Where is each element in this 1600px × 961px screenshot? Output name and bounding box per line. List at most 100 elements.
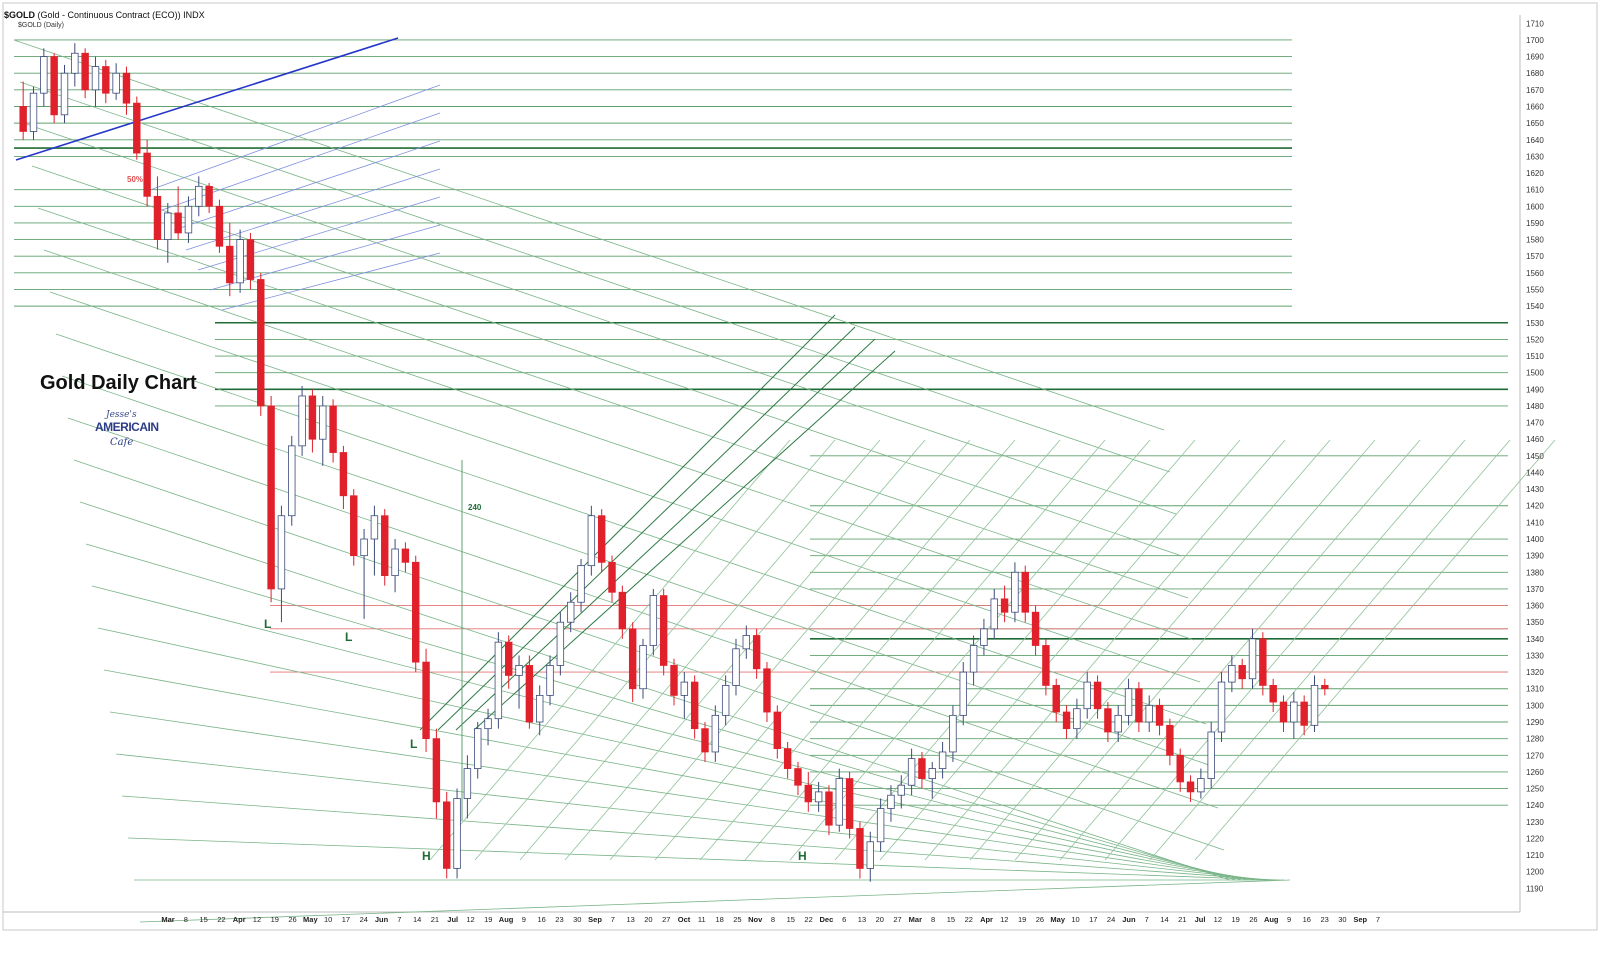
- y-tick-label: 1450: [1526, 452, 1544, 461]
- trend-channel-line: [31, 165, 1183, 557]
- blue-channel-line: [209, 224, 441, 291]
- x-tick-label: 12: [466, 915, 474, 924]
- candle-body: [1145, 704, 1153, 723]
- x-tick-label: Sep: [1353, 915, 1367, 924]
- candle-body: [453, 798, 461, 869]
- trend-channel-line: [91, 585, 1243, 881]
- y-tick-label: 1680: [1526, 69, 1544, 78]
- candle-body: [742, 635, 751, 650]
- cafe-logo: Jesse's AMERICAIN Cafe: [92, 410, 159, 462]
- x-tick-label: 14: [1160, 915, 1168, 924]
- x-tick-label: Apr: [233, 915, 246, 924]
- x-tick-label: 8: [771, 915, 775, 924]
- candle-body: [969, 645, 978, 673]
- blue-trendline: [15, 37, 399, 161]
- x-tick-label: 16: [1303, 915, 1311, 924]
- y-tick-label: 1400: [1526, 535, 1544, 544]
- candle-body: [60, 72, 69, 116]
- y-tick-label: 1430: [1526, 485, 1544, 494]
- candle-body: [164, 212, 172, 240]
- candle-body: [40, 56, 48, 94]
- x-tick-label: 25: [733, 915, 741, 924]
- candle-body: [1093, 681, 1102, 710]
- chart-frame: [2, 2, 1598, 931]
- candle-body: [1135, 688, 1143, 723]
- candle-body: [1124, 688, 1133, 716]
- trend-channel-line: [67, 417, 1219, 809]
- fan-line: [654, 439, 1016, 861]
- candle-body: [959, 671, 967, 716]
- fan-line: [564, 439, 926, 861]
- candle-body: [608, 561, 616, 593]
- y-tick-label: 1700: [1526, 36, 1544, 45]
- x-tick-label: Aug: [1264, 915, 1279, 924]
- y-tick-label: 1220: [1526, 834, 1544, 843]
- x-tick-label: 30: [573, 915, 581, 924]
- candle-body: [329, 405, 337, 453]
- fan-line: [699, 439, 1061, 861]
- symbol-label: $GOLD: [4, 10, 36, 20]
- trend-channel-line: [43, 249, 1195, 641]
- chart-annotation-title: Gold Daily Chart: [40, 372, 197, 394]
- y-tick-label: 1630: [1526, 152, 1544, 161]
- candle-body: [1217, 681, 1226, 733]
- candle-body: [1052, 685, 1060, 713]
- candle-body: [835, 778, 843, 826]
- y-tick-label: 1350: [1526, 618, 1544, 627]
- candle-body: [628, 628, 637, 690]
- x-tick-label: 16: [538, 915, 546, 924]
- y-tick-label: 1640: [1526, 136, 1544, 145]
- y-tick-label: 1370: [1526, 585, 1544, 594]
- candle-body: [102, 66, 110, 94]
- y-tick-label: 1360: [1526, 602, 1544, 611]
- candle-body: [246, 239, 255, 280]
- candle-body: [752, 635, 761, 670]
- candle-body: [515, 665, 523, 676]
- candle-body: [195, 185, 203, 207]
- candle-body: [29, 92, 38, 132]
- trend-channel-line: [115, 753, 1267, 881]
- steep-fan-line: [455, 338, 876, 731]
- candle-body: [670, 665, 678, 696]
- x-tick-label: 26: [1249, 915, 1257, 924]
- y-tick-label: 1300: [1526, 701, 1544, 710]
- y-tick-label: 1290: [1526, 718, 1544, 727]
- candle-body: [525, 665, 534, 723]
- chart-annotation-label: L: [264, 617, 271, 631]
- trend-channel-line: [13, 39, 1165, 431]
- x-tick-label: 15: [947, 915, 955, 924]
- trend-channel-line: [97, 627, 1249, 881]
- y-tick-label: 1570: [1526, 252, 1544, 261]
- fan-line: [1104, 439, 1466, 861]
- trend-channel-line: [127, 837, 1279, 881]
- candle-body: [184, 205, 193, 234]
- fan-line: [834, 439, 1196, 861]
- chart-header: $GOLD (Gold - Continuous Contract (ECO))…: [4, 10, 205, 20]
- y-tick-label: 1280: [1526, 735, 1544, 744]
- candle-body: [370, 515, 379, 540]
- candle-body: [876, 808, 885, 843]
- candle-body: [1186, 781, 1195, 793]
- y-tick-label: 1600: [1526, 202, 1544, 211]
- fan-line: [1194, 439, 1556, 861]
- candle-body: [546, 665, 554, 696]
- candle-body: [1321, 685, 1329, 690]
- candle-body: [277, 515, 286, 590]
- y-tick-label: 1210: [1526, 851, 1544, 860]
- chart-annotation-label: L: [410, 737, 417, 751]
- x-tick-label: 7: [397, 915, 401, 924]
- x-tick-label: 6: [842, 915, 846, 924]
- x-tick-label: 20: [644, 915, 652, 924]
- candle-body: [412, 561, 420, 663]
- candle-body: [949, 714, 957, 753]
- candle-body: [535, 694, 544, 723]
- candle-body: [1073, 708, 1081, 730]
- candle-body: [443, 801, 451, 869]
- y-tick-label: 1590: [1526, 219, 1544, 228]
- x-tick-label: 26: [288, 915, 296, 924]
- y-tick-label: 1460: [1526, 435, 1544, 444]
- x-tick-label: 10: [324, 915, 332, 924]
- x-tick-label: 10: [1071, 915, 1079, 924]
- x-tick-label: 19: [271, 915, 279, 924]
- x-tick-label: 27: [662, 915, 670, 924]
